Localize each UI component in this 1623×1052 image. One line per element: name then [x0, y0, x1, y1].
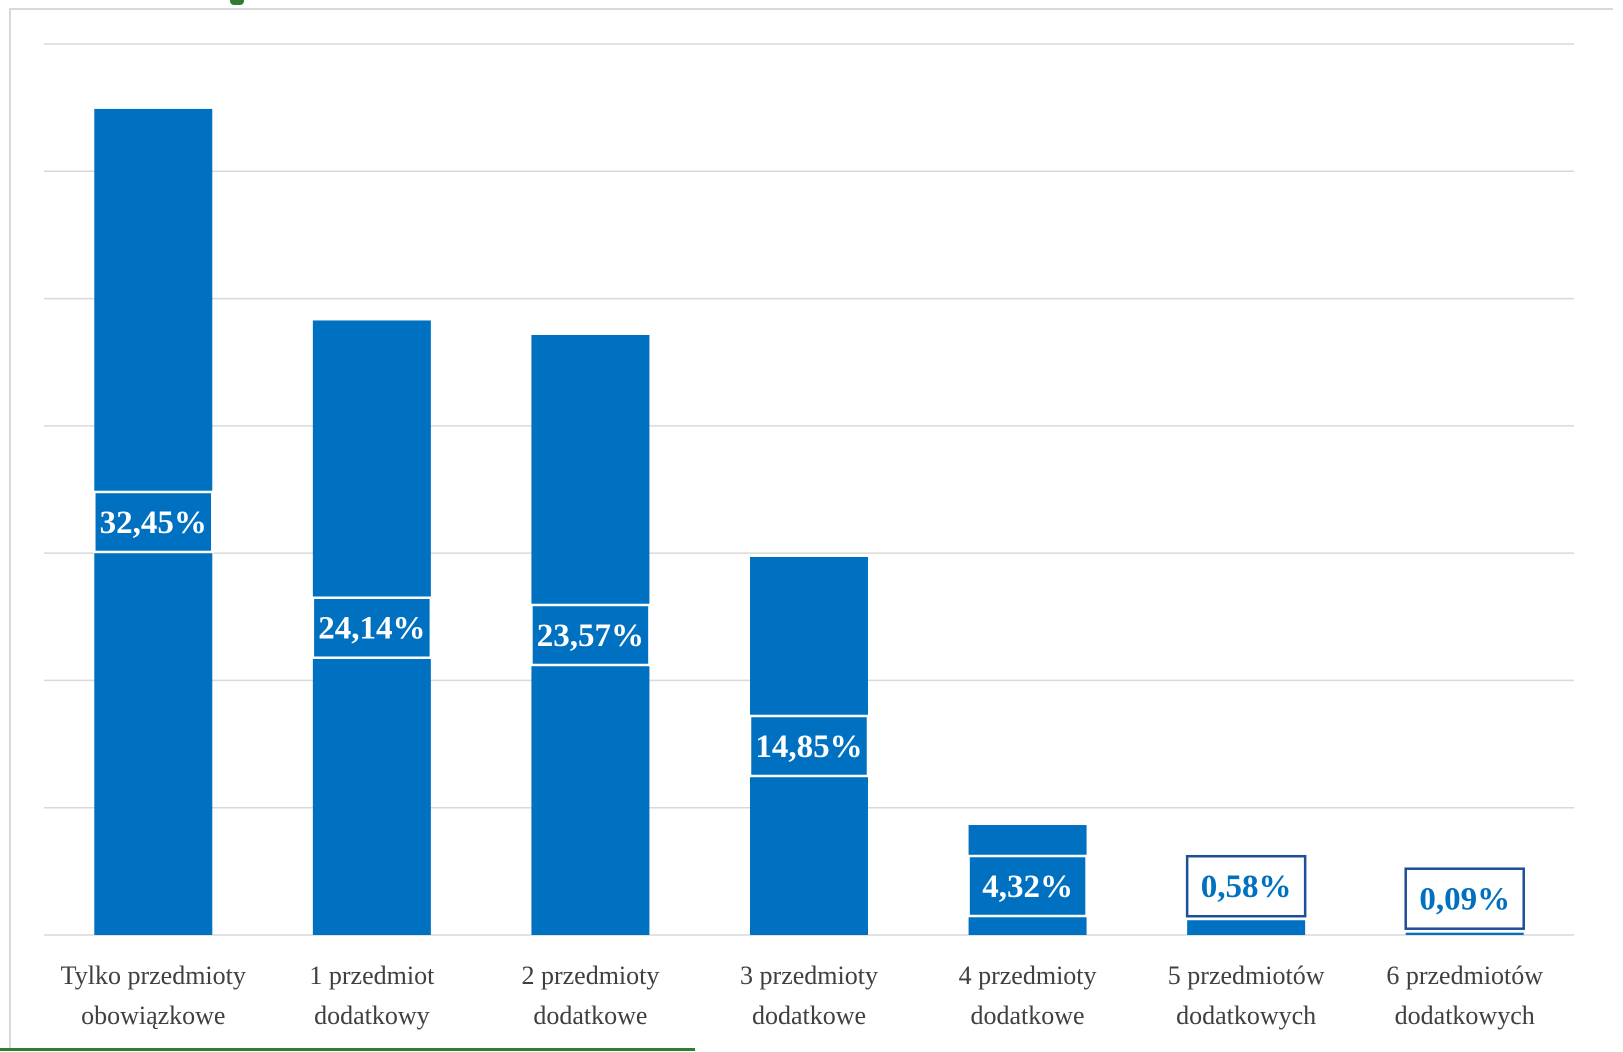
category-label-line: dodatkowe — [533, 1001, 647, 1030]
category-label: 6 przedmiotów dodatkowych — [1386, 961, 1543, 1030]
category-label: 2 przedmioty dodatkowe — [521, 961, 659, 1030]
data-label: 0,58% — [1201, 869, 1292, 905]
category-label-line: dodatkowych — [1395, 1001, 1535, 1030]
category-labels: Tylko przedmioty obowiązkowe 1 przedmiot do… — [61, 961, 1544, 1030]
data-label-box — [93, 490, 214, 554]
chart-frame — [9, 8, 1613, 1048]
data-label: 24,14% — [318, 611, 425, 647]
category-label: 4 przedmioty dodatkowe — [959, 961, 1097, 1030]
category-label-line: 5 przedmiotów — [1168, 961, 1325, 990]
category-label-line: dodatkowy — [314, 1001, 430, 1030]
data-label: 0,09% — [1419, 882, 1510, 918]
data-label: 4,32% — [982, 869, 1073, 905]
data-label-box — [967, 854, 1088, 918]
data-labels: 32,45% 24,14% 23,57% 14,85% 4,32% 0,58% 0,09% — [93, 490, 1525, 930]
data-label-box — [311, 596, 433, 659]
category-label-line: dodatkowe — [971, 1001, 1085, 1030]
category-label: 1 przedmiot dodatkowy — [309, 961, 435, 1030]
category-label-line: 1 przedmiot — [309, 961, 435, 990]
data-label: 23,57% — [537, 618, 644, 654]
top-accent-mark — [230, 0, 244, 5]
category-label-line: obowiązkowe — [81, 1001, 225, 1030]
category-label-line: 4 przedmioty — [959, 961, 1097, 990]
bars — [94, 108, 1524, 936]
bottom-accent-line — [0, 1048, 695, 1051]
bar — [1405, 932, 1524, 935]
category-label-line: dodatkowych — [1176, 1001, 1316, 1030]
category-label: Tylko przedmioty obowiązkowe — [61, 961, 246, 1030]
category-label: 3 przedmioty dodatkowe — [740, 961, 878, 1030]
category-label-line: 6 przedmiotów — [1386, 961, 1543, 990]
data-label-box — [1185, 854, 1307, 918]
gridlines — [44, 43, 1574, 936]
data-label-box — [1404, 867, 1525, 930]
category-label-line: 3 przedmioty — [740, 961, 878, 990]
data-label-box — [530, 603, 651, 667]
data-label: 14,85% — [755, 729, 862, 765]
data-label-box — [748, 714, 870, 778]
category-label-line: dodatkowe — [752, 1001, 866, 1030]
bar — [1187, 920, 1306, 935]
category-label-line: 2 przedmioty — [521, 961, 659, 990]
category-label-line: Tylko przedmioty — [61, 961, 246, 990]
data-label: 32,45% — [100, 505, 207, 541]
category-label: 5 przedmiotów dodatkowych — [1168, 961, 1325, 1030]
